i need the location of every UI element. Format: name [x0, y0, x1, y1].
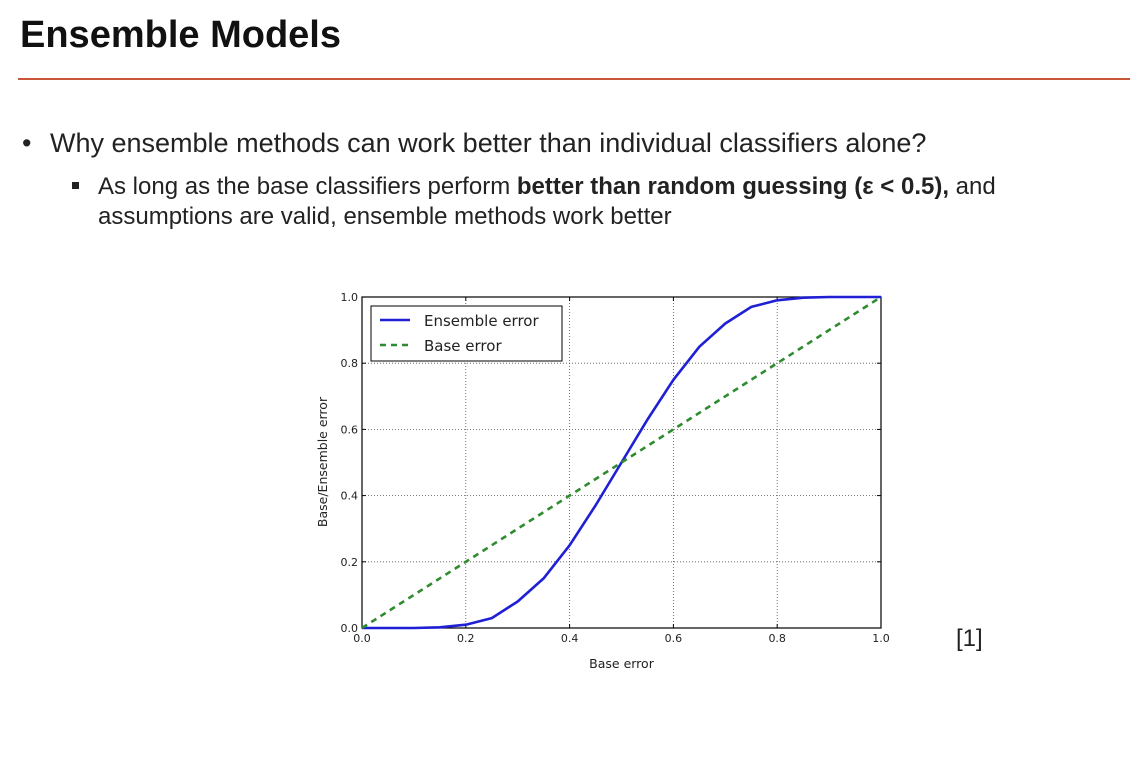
series-line-ensemble — [362, 295, 881, 630]
sub-bullet-text: As long as the base classifiers perform … — [98, 172, 1108, 232]
y-tick-label: 1.0 — [341, 291, 359, 304]
y-tick-label: 0.0 — [341, 622, 359, 635]
bullet-dot-icon: • — [22, 128, 32, 158]
x-tick-label: 0.6 — [665, 632, 683, 645]
legend: Ensemble error Base error — [370, 305, 563, 362]
sub-bullet-bold: better than random guessing (ε < 0.5), — [516, 173, 949, 200]
bullet-question: • Why ensemble methods can work better th… — [22, 128, 926, 159]
legend-label-ensemble: Ensemble error — [424, 312, 539, 330]
legend-box — [370, 305, 563, 362]
square-bullet-icon — [72, 182, 79, 189]
y-axis-label: Base/Ensemble error — [315, 396, 330, 527]
y-tick-label: 0.8 — [341, 357, 359, 370]
y-tick-label: 0.2 — [341, 556, 359, 569]
sub-bullet-part1: As long as the base classifiers perform — [98, 173, 517, 200]
series-lines — [361, 295, 882, 630]
x-tick-label: 1.0 — [872, 632, 890, 645]
x-tick-label: 0.0 — [353, 632, 371, 645]
title-divider — [18, 78, 1130, 80]
x-tick-label: 0.8 — [768, 632, 786, 645]
y-tick-label: 0.4 — [341, 490, 359, 503]
reference-marker: [1] — [956, 625, 983, 652]
sub-bullet-part2: and assumptions are valid, ensemble meth… — [98, 173, 996, 230]
plot-frame — [361, 296, 882, 629]
x-axis-label: Base error — [589, 656, 655, 671]
chart-grid — [362, 297, 881, 628]
axis-ticks: 0.0 0.2 0.4 0.6 0.8 1.0 0.0 0.2 0.4 0.6 0.8 1.0 — [341, 291, 890, 645]
series-line-base — [361, 295, 882, 630]
bullet-question-text: Why ensemble methods can work better tha… — [50, 128, 927, 158]
slide-title: Ensemble Models — [20, 14, 341, 56]
legend-label-base: Base error — [424, 337, 502, 355]
x-tick-label: 0.2 — [457, 632, 475, 645]
y-tick-label: 0.6 — [341, 423, 359, 436]
x-tick-label: 0.4 — [561, 632, 579, 645]
